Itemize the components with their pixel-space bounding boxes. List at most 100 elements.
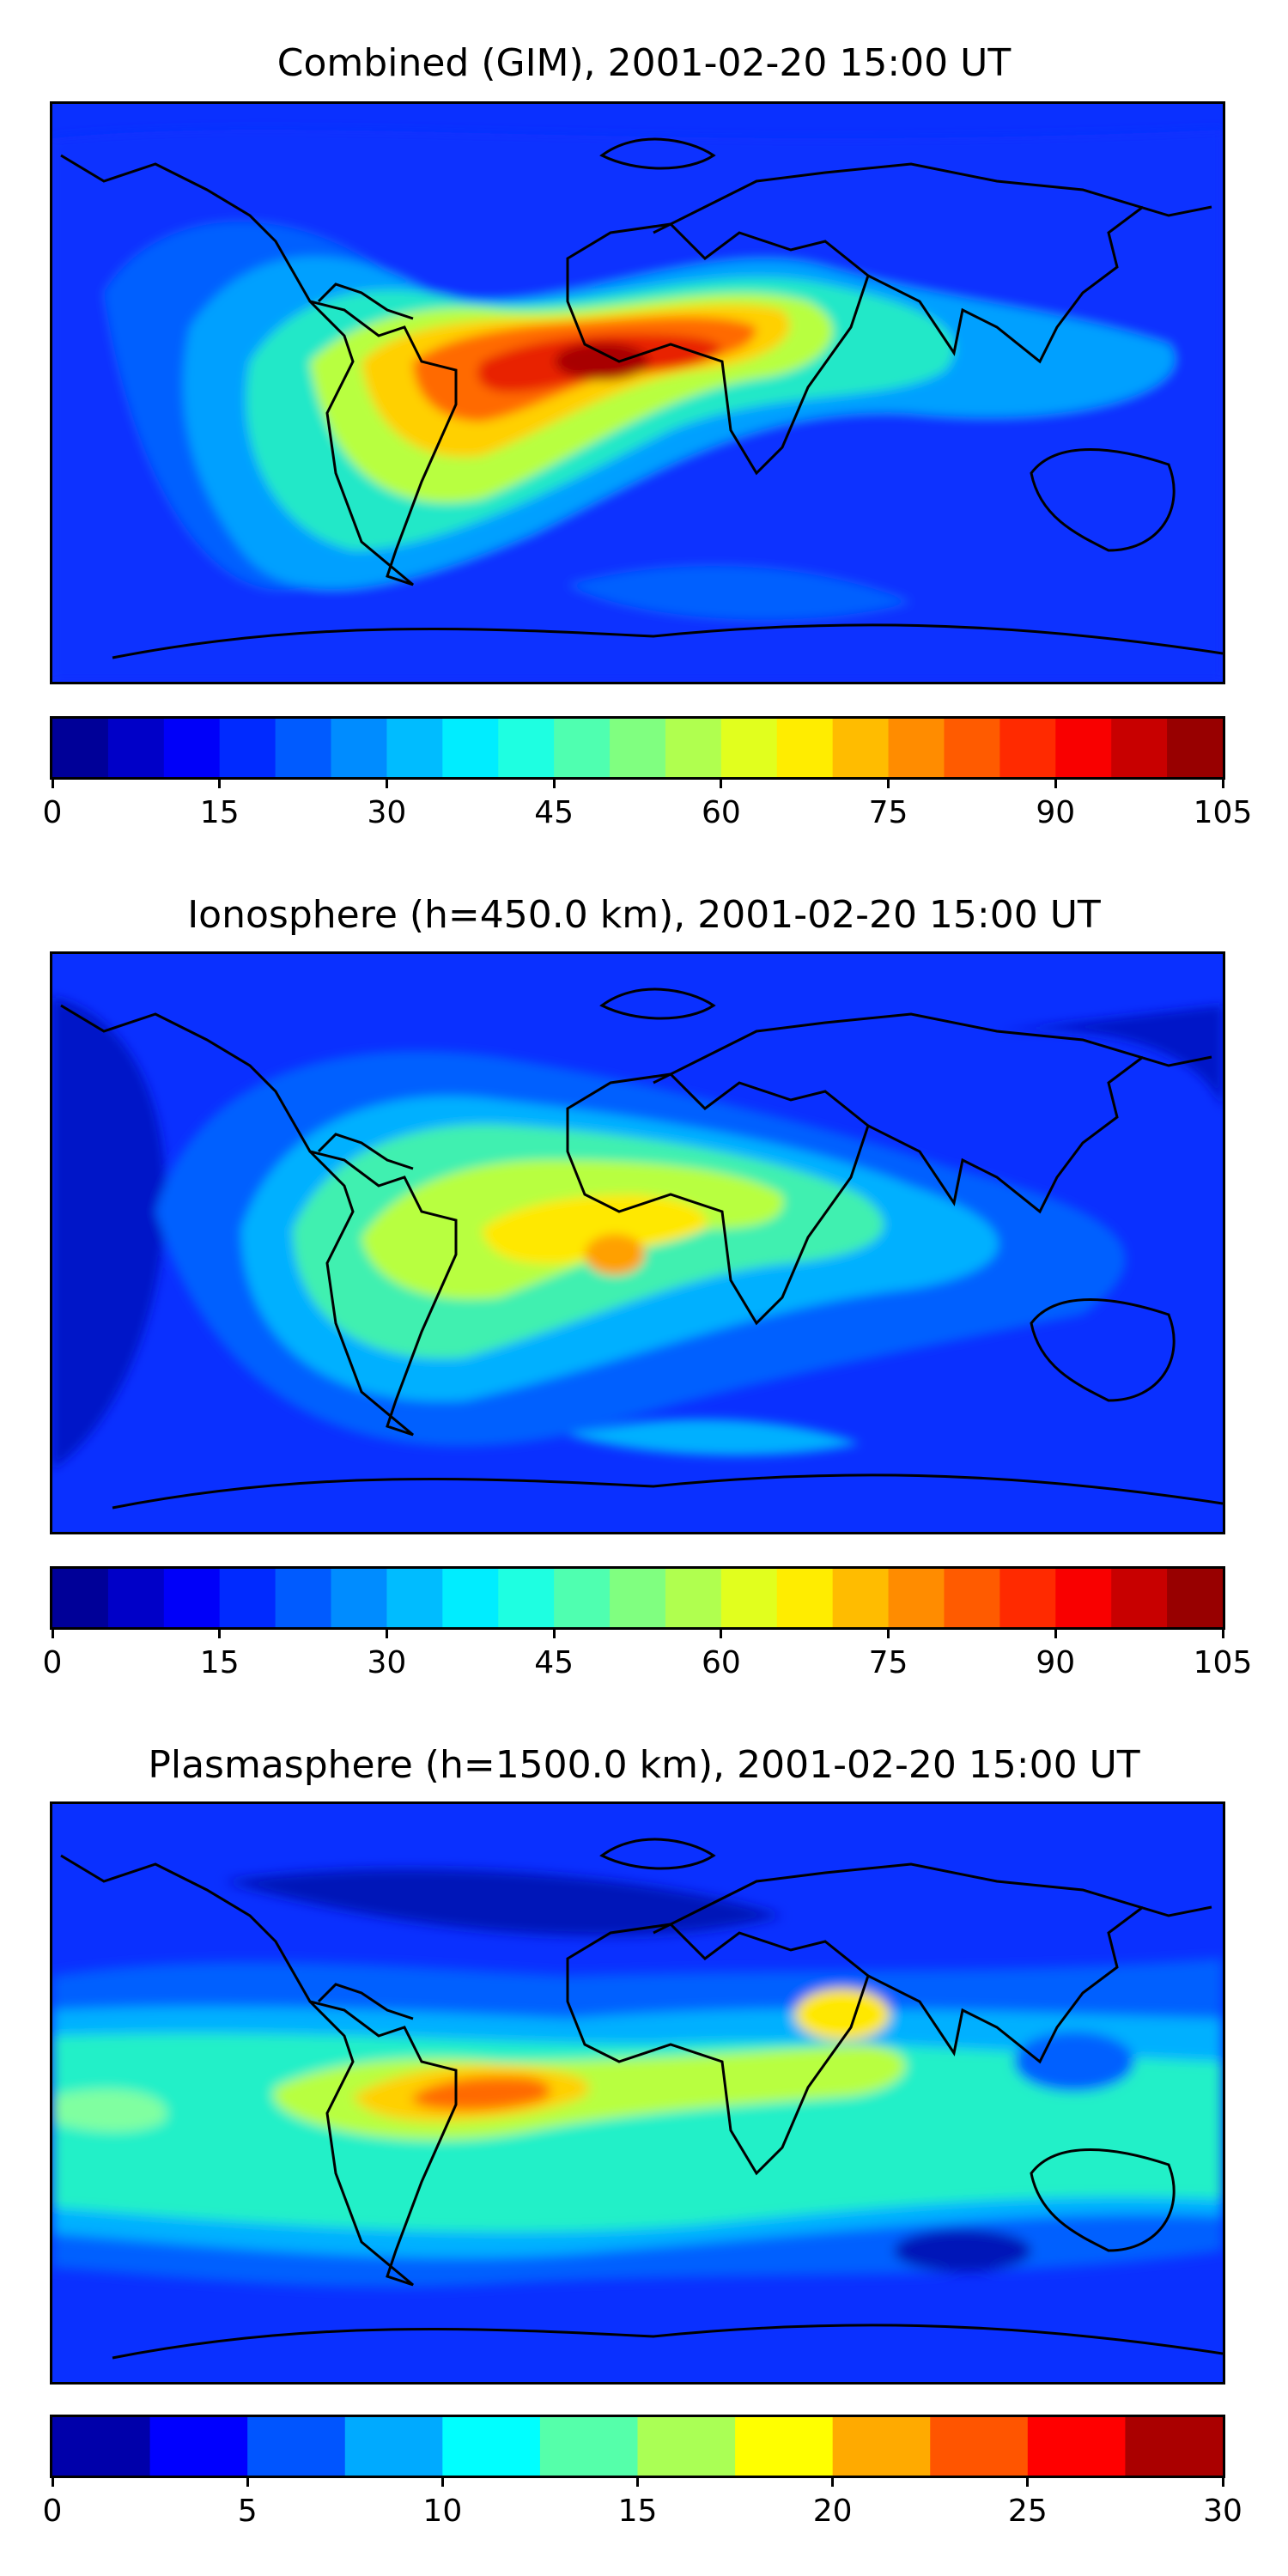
colorbar-swatch: [832, 1569, 890, 1627]
colorbar-tick-label: 0: [42, 795, 63, 830]
colorbar-tick: [1054, 1630, 1057, 1638]
colorbar-tick: [887, 1630, 890, 1638]
panel-1-coastlines: [60, 137, 1223, 659]
colorbar-tick-label: 105: [1193, 795, 1253, 830]
colorbar-swatch: [665, 1569, 722, 1627]
panel-1-map: [50, 101, 1225, 684]
colorbar-tick-label: 0: [42, 1645, 63, 1680]
colorbar-swatch: [344, 2417, 443, 2476]
panel-2-coastlines: [60, 987, 1223, 1510]
panel-2-contour: [52, 954, 1223, 1532]
panel-3-colorbar: [50, 2415, 1225, 2478]
panel-1-colorbar-ticks: 0 15 30 45 60 75 90 105: [43, 780, 1252, 831]
colorbar-tick: [1026, 2478, 1030, 2487]
colorbar-swatch: [149, 2417, 248, 2476]
colorbar-swatch: [1167, 719, 1223, 777]
panel-2-colorbar: [50, 1566, 1225, 1630]
colorbar-swatch: [1055, 719, 1112, 777]
colorbar-swatch: [539, 2417, 639, 2476]
colorbar-swatch: [930, 2417, 1029, 2476]
colorbar-swatch: [442, 2417, 541, 2476]
panel-2-colorbar-ticks: 0 15 30 45 60 75 90 105: [43, 1630, 1252, 1681]
colorbar-swatch: [1167, 1569, 1223, 1627]
colorbar-tick: [51, 2478, 54, 2487]
colorbar-tick-label: 30: [367, 795, 407, 830]
panel-3-map: [50, 1801, 1225, 2385]
colorbar-swatch: [1027, 2417, 1127, 2476]
colorbar-tick: [218, 1630, 222, 1638]
colorbar-swatch: [386, 719, 443, 777]
panel-3-colorbar-ticks: 0 5 10 15 20 25 30: [43, 2478, 1242, 2530]
colorbar-swatch: [107, 1569, 165, 1627]
colorbar-tick-label: 45: [534, 1645, 574, 1680]
colorbar-tick-label: 45: [534, 795, 574, 830]
colorbar-tick-label: 30: [1203, 2494, 1242, 2529]
colorbar-tick-label: 75: [868, 795, 908, 830]
colorbar-swatch: [247, 2417, 346, 2476]
panel-3-contour: [52, 1804, 1223, 2382]
colorbar-tick: [636, 2478, 639, 2487]
colorbar-tick: [552, 780, 556, 788]
colorbar-swatch: [944, 1569, 1000, 1627]
panel-3-colorbar-swatches: [52, 2417, 1223, 2476]
colorbar-swatch: [498, 1569, 555, 1627]
colorbar-swatch: [610, 719, 666, 777]
colorbar-swatch: [219, 719, 276, 777]
colorbar-swatch: [275, 719, 332, 777]
panel-2-map: [50, 951, 1225, 1534]
colorbar-tick: [1221, 1630, 1224, 1638]
colorbar-swatch: [52, 719, 109, 777]
colorbar-swatch: [888, 719, 945, 777]
panel-1-contour: [52, 104, 1223, 682]
colorbar-swatch: [52, 2417, 151, 2476]
colorbar-tick: [720, 780, 723, 788]
colorbar-swatch: [386, 1569, 443, 1627]
colorbar-tick: [1221, 780, 1224, 788]
colorbar-swatch: [637, 2417, 736, 2476]
colorbar-tick-label: 60: [701, 795, 741, 830]
colorbar-tick: [1221, 2478, 1224, 2487]
colorbar-swatch: [331, 719, 388, 777]
colorbar-swatch: [720, 719, 778, 777]
colorbar-tick-label: 5: [237, 2494, 258, 2529]
colorbar-swatch: [720, 1569, 778, 1627]
colorbar-tick-label: 90: [1036, 795, 1076, 830]
colorbar-swatch: [219, 1569, 276, 1627]
colorbar-swatch: [163, 1569, 221, 1627]
colorbar-swatch: [554, 719, 611, 777]
colorbar-tick-label: 15: [199, 1645, 240, 1680]
colorbar-swatch: [999, 719, 1056, 777]
colorbar-swatch: [735, 2417, 834, 2476]
colorbar-swatch: [776, 719, 834, 777]
colorbar-swatch: [52, 1569, 109, 1627]
panel-1-colorbar-swatches: [52, 719, 1223, 777]
colorbar-tick: [51, 1630, 54, 1638]
colorbar-swatch: [944, 719, 1000, 777]
colorbar-swatch: [1111, 719, 1168, 777]
colorbar-swatch: [832, 719, 890, 777]
colorbar-tick: [720, 1630, 723, 1638]
colorbar-swatch: [331, 1569, 388, 1627]
colorbar-tick-label: 105: [1193, 1645, 1253, 1680]
colorbar-swatch: [665, 719, 722, 777]
panel-3-title: Plasmasphere (h=1500.0 km), 2001-02-20 1…: [148, 1743, 1140, 1787]
panel-2-colorbar-swatches: [52, 1569, 1223, 1627]
colorbar-swatch: [442, 1569, 499, 1627]
colorbar-tick: [385, 780, 388, 788]
colorbar-tick: [831, 2478, 835, 2487]
colorbar-swatch: [610, 1569, 666, 1627]
colorbar-tick: [552, 1630, 556, 1638]
colorbar-tick-label: 30: [367, 1645, 407, 1680]
colorbar-tick-label: 90: [1036, 1645, 1076, 1680]
colorbar-tick-label: 0: [42, 2494, 63, 2529]
colorbar-tick: [440, 2478, 444, 2487]
colorbar-swatch: [1055, 1569, 1112, 1627]
panel-2-title: Ionosphere (h=450.0 km), 2001-02-20 15:0…: [187, 893, 1101, 937]
colorbar-swatch: [776, 1569, 834, 1627]
colorbar-swatch: [832, 2417, 931, 2476]
colorbar-swatch: [163, 719, 221, 777]
colorbar-tick-label: 25: [1007, 2494, 1048, 2529]
colorbar-swatch: [275, 1569, 332, 1627]
panel-1-title: Combined (GIM), 2001-02-20 15:00 UT: [276, 41, 1012, 85]
colorbar-swatch: [888, 1569, 945, 1627]
